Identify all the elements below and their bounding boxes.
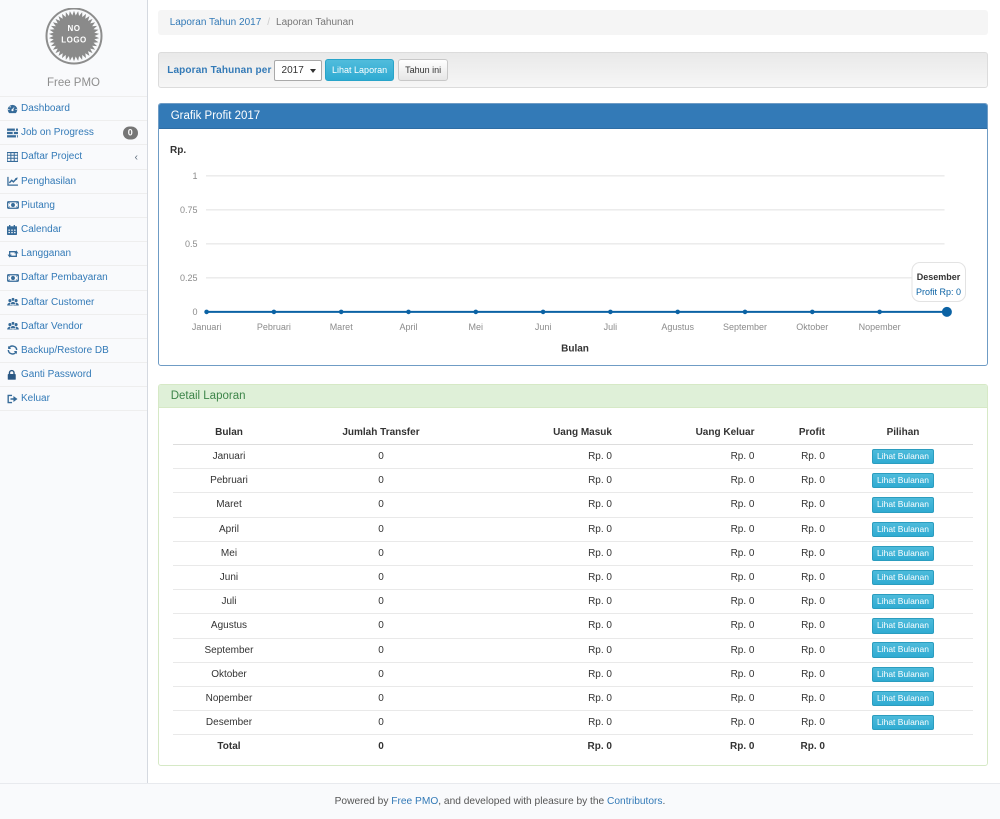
- svg-text:Oktober: Oktober: [796, 322, 828, 332]
- svg-text:Rp.: Rp.: [170, 145, 186, 156]
- svg-text:0.25: 0.25: [180, 272, 198, 282]
- svg-text:September: September: [723, 322, 767, 332]
- svg-text:Bulan: Bulan: [561, 343, 589, 354]
- svg-text:Januari: Januari: [192, 322, 222, 332]
- svg-text:Desember: Desember: [916, 272, 960, 282]
- svg-text:April: April: [399, 322, 417, 332]
- svg-text:Mei: Mei: [468, 322, 483, 332]
- svg-text:Agustus: Agustus: [661, 322, 694, 332]
- svg-text:Profit Rp: 0: Profit Rp: 0: [916, 287, 961, 297]
- svg-text:Maret: Maret: [329, 322, 353, 332]
- svg-text:Nopember: Nopember: [858, 322, 900, 332]
- svg-text:NO: NO: [67, 24, 80, 33]
- svg-text:0.5: 0.5: [185, 238, 198, 248]
- svg-text:1: 1: [192, 170, 197, 180]
- svg-text:Juli: Juli: [603, 322, 617, 332]
- svg-text:LOGO: LOGO: [61, 36, 87, 45]
- svg-text:Juni: Juni: [535, 322, 552, 332]
- svg-text:0: 0: [192, 306, 197, 316]
- svg-text:Pebruari: Pebruari: [257, 322, 291, 332]
- svg-text:0.75: 0.75: [180, 204, 198, 214]
